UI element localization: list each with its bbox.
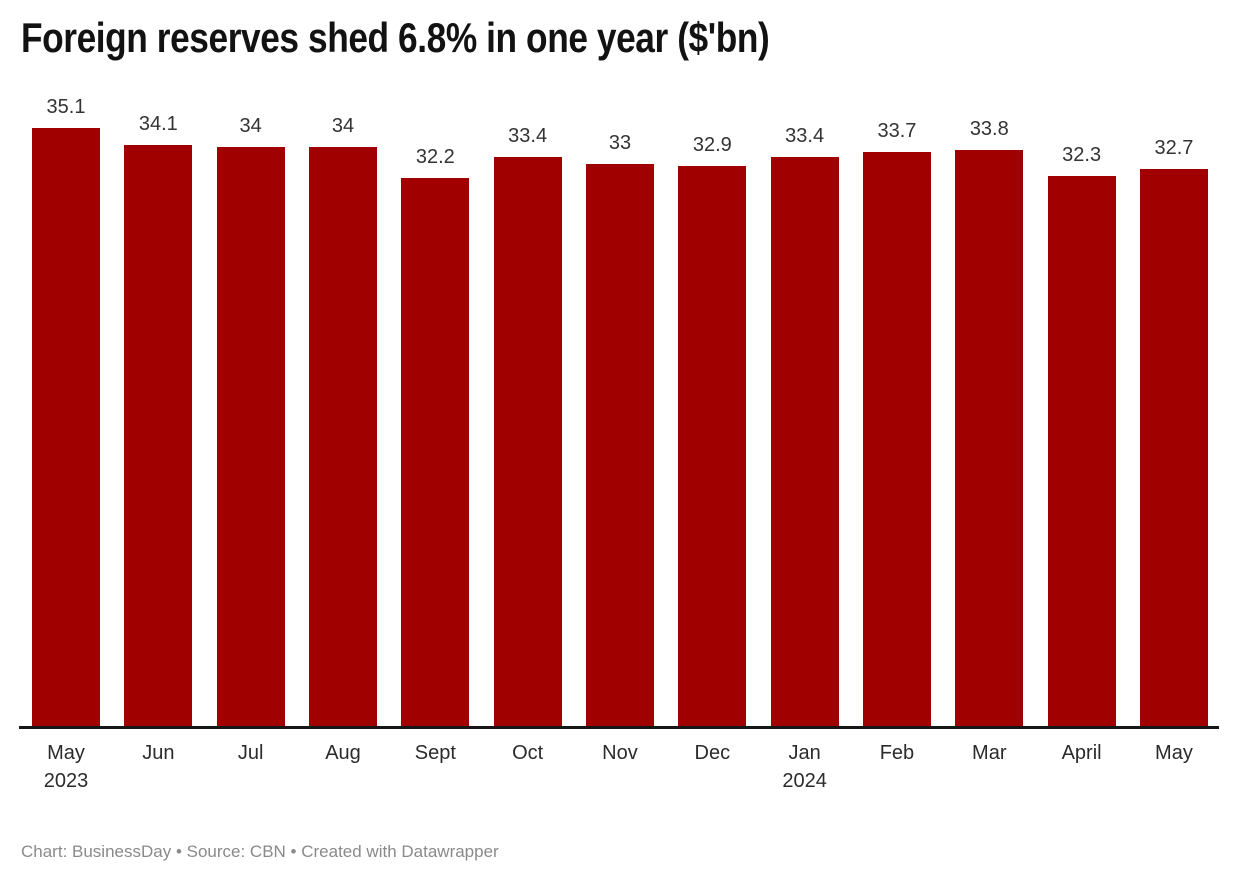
x-tick-label-line: Dec — [694, 742, 731, 764]
x-tick-label-line: May — [47, 742, 85, 764]
x-tick-label: May 2023 — [32, 739, 100, 795]
bar-value-label: 35.1 — [46, 96, 86, 118]
bar-value-label: 33.4 — [785, 125, 825, 147]
bar — [308, 146, 377, 727]
x-tick-label-line: Mar — [972, 742, 1007, 764]
bar-column: 33.4 — [770, 92, 839, 727]
x-tick-label: Mar — [955, 739, 1023, 795]
bar — [216, 146, 285, 727]
footer-credit: Chart: BusinessDay • Source: CBN • Creat… — [21, 842, 499, 861]
x-axis-line — [19, 726, 1219, 729]
bar-value-label: 34.1 — [138, 113, 178, 136]
bar — [862, 151, 931, 727]
x-tick-label: Jul — [217, 739, 285, 795]
bar — [493, 157, 562, 727]
x-tick-label-line: Aug — [325, 742, 361, 764]
x-tick-label-line: Sept — [414, 742, 456, 764]
bar — [770, 157, 839, 727]
x-tick-label-line: Oct — [512, 742, 544, 764]
bar-column: 32.3 — [1047, 92, 1116, 727]
bar — [1139, 169, 1208, 727]
bar — [585, 163, 654, 727]
bar-column: 32.2 — [401, 92, 470, 727]
x-tick-label: Sept — [401, 739, 469, 795]
x-tick-label: Oct — [494, 739, 562, 795]
bar-column: 33.8 — [955, 92, 1024, 727]
bar-column: 32.7 — [1139, 92, 1208, 727]
x-tick-label: May — [1140, 739, 1208, 795]
bar-value-label: 33 — [608, 131, 632, 154]
bar — [32, 128, 100, 727]
bar — [955, 150, 1024, 727]
x-tick-label-line: April — [1061, 742, 1102, 764]
x-tick-label: April — [1048, 739, 1116, 795]
x-tick-label-line: 2024 — [782, 770, 827, 792]
bar-plot-area: 35.1 34.1 34 34 32.2 33.4 33 32.9 33.4 33.7 33.8 32… — [32, 92, 1208, 727]
x-tick-label: Feb — [863, 739, 931, 795]
bar-column: 33.4 — [493, 92, 562, 727]
bar-value-label: 33.7 — [877, 119, 917, 142]
bar — [401, 177, 470, 727]
bar — [124, 145, 193, 727]
bar-value-label: 32.9 — [692, 133, 732, 156]
x-tick-label-line: Jul — [237, 742, 264, 764]
x-tick-label-line: 2023 — [43, 770, 89, 792]
bar-value-label: 33.8 — [969, 118, 1009, 141]
x-axis-tick-labels: May 2023 Jun Jul Aug Sept Oct Nov Dec Jan 2024 Feb M… — [32, 739, 1208, 795]
bar-value-label: 32.2 — [415, 145, 455, 168]
x-tick-label: Jun — [124, 739, 192, 795]
chart-title: Foreign reserves shed 6.8% in one year (… — [21, 14, 770, 61]
bar-column: 32.9 — [678, 92, 747, 727]
x-tick-label-line: May — [1155, 742, 1193, 764]
bar-column: 34 — [308, 92, 377, 727]
x-tick-label: Nov — [586, 739, 654, 795]
bar-value-label: 34 — [239, 114, 262, 137]
bar-column: 34.1 — [124, 92, 193, 727]
bar-column: 33.7 — [862, 92, 931, 727]
x-tick-label-line: Jun — [142, 742, 175, 764]
bar-column: 33 — [585, 92, 654, 727]
bar-value-label: 32.3 — [1062, 143, 1102, 166]
x-tick-label-line: Nov — [602, 742, 638, 764]
bar-value-label: 32.7 — [1154, 137, 1194, 159]
x-tick-label: Jan 2024 — [771, 739, 839, 795]
x-tick-label: Aug — [309, 739, 377, 795]
x-tick-label-line: Feb — [879, 742, 915, 764]
x-tick-label-line: Jan — [788, 742, 821, 764]
x-tick-label: Dec — [678, 739, 746, 795]
bar-column: 35.1 — [32, 92, 100, 727]
bar-column: 34 — [216, 92, 285, 727]
bar-value-label: 33.4 — [508, 125, 548, 147]
bar — [1047, 175, 1116, 727]
bar-value-label: 34 — [331, 114, 355, 137]
bar — [678, 165, 747, 727]
